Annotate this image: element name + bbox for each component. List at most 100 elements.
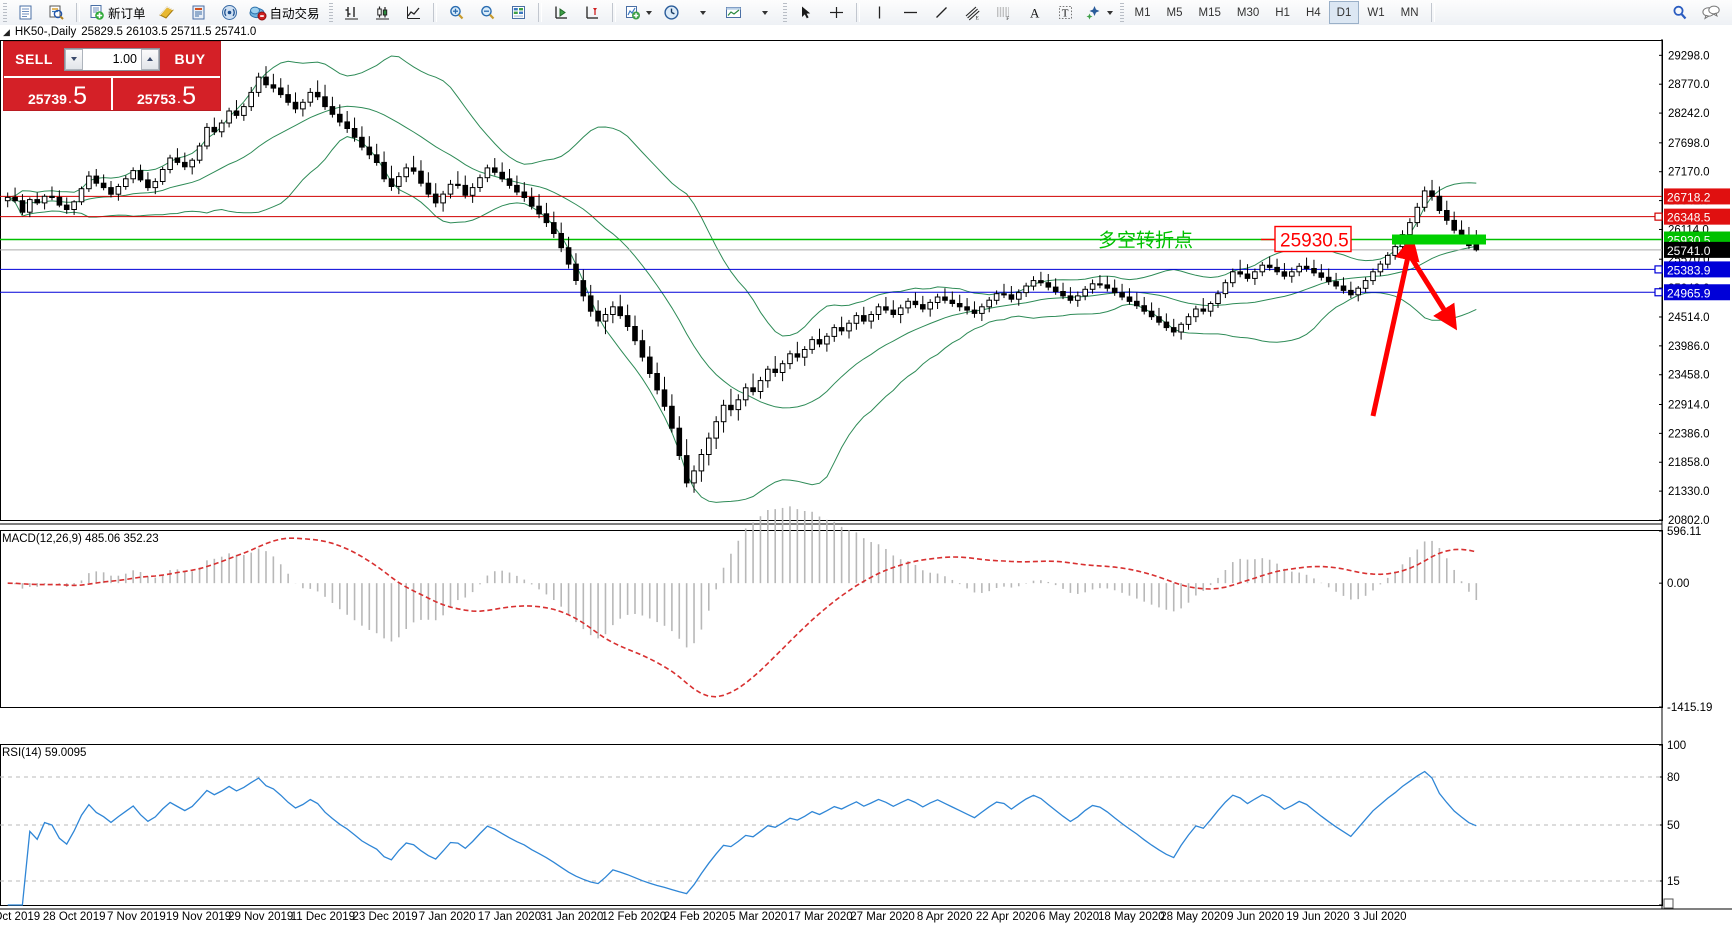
candlestick-chart-icon[interactable] xyxy=(367,0,398,25)
downtrend-arrow[interactable] xyxy=(1406,252,1458,331)
period-dropdown-caret[interactable] xyxy=(687,0,718,25)
timeframe-m15[interactable]: M15 xyxy=(1198,6,1221,19)
signals-icon[interactable] xyxy=(214,0,245,25)
price-tick-label: 22386.0 xyxy=(1668,428,1710,440)
candle-body xyxy=(964,306,970,311)
chevron-down-icon[interactable] xyxy=(645,10,652,15)
candle-body xyxy=(300,101,306,110)
chart-canvas[interactable]: 29298.028770.028242.027698.027170.026642… xyxy=(0,39,1732,947)
templates-icon[interactable] xyxy=(718,0,749,25)
expert-advisor-icon[interactable] xyxy=(183,0,214,25)
candle-body xyxy=(816,339,823,345)
line-chart-icon[interactable] xyxy=(398,0,429,25)
price-axis-tag-support[interactable] xyxy=(1664,284,1730,301)
candle-body xyxy=(455,183,461,187)
rsi-indicator-label: RSI(14) 59.0095 xyxy=(2,747,86,759)
candle-body xyxy=(1429,190,1435,197)
toolbar-grip-4[interactable] xyxy=(1119,3,1124,22)
shapes-icon[interactable] xyxy=(1081,0,1117,25)
price-line-handle[interactable] xyxy=(1654,212,1663,221)
equidistant-channel-icon[interactable]: E xyxy=(957,0,988,25)
vertical-line-icon[interactable] xyxy=(864,0,895,25)
timeframe-m30[interactable]: M30 xyxy=(1236,6,1260,19)
timeframe-h4[interactable]: H4 xyxy=(1305,6,1321,19)
timeframe-d1[interactable]: D1 xyxy=(1328,1,1360,24)
timeframe-m1[interactable]: M1 xyxy=(1134,6,1151,19)
chevron-down-icon-2[interactable] xyxy=(700,10,707,15)
auto-scroll-icon[interactable] xyxy=(546,0,577,25)
candle-body xyxy=(617,306,624,317)
volume-increase-button[interactable] xyxy=(141,48,159,70)
sell-price-separator: . xyxy=(67,90,73,107)
price-axis-tag-bid[interactable] xyxy=(1664,241,1730,258)
chevron-down-icon-3[interactable] xyxy=(762,10,769,15)
price-line-handle[interactable] xyxy=(1654,288,1663,297)
date-tick-label: 6 May 2020 xyxy=(1039,911,1099,923)
horizontal-line-icon[interactable] xyxy=(895,0,926,25)
chart-shift-handle[interactable] xyxy=(1663,898,1674,909)
data-window-icon[interactable] xyxy=(503,0,534,25)
buy-button[interactable]: BUY xyxy=(174,51,206,67)
pivot-zone-highlight[interactable] xyxy=(1392,234,1486,245)
price-axis-tag-support[interactable] xyxy=(1664,261,1730,278)
new-order-label: 新订单 xyxy=(108,7,146,21)
toolbar-grip[interactable] xyxy=(3,3,7,22)
toolbar-grip-2[interactable] xyxy=(328,3,333,22)
timeframe-m5[interactable]: M5 xyxy=(1166,6,1183,19)
candle-body xyxy=(1193,308,1199,318)
price-axis-tag-resistance[interactable] xyxy=(1664,188,1730,205)
candle-body xyxy=(720,404,727,423)
price-axis-tag-resistance[interactable] xyxy=(1664,208,1730,225)
timeframe-h1[interactable]: H1 xyxy=(1275,6,1290,19)
chevron-down-icon-4[interactable] xyxy=(1106,10,1113,15)
sell-price[interactable]: 25739 . 5 xyxy=(4,78,113,110)
cursor-icon[interactable] xyxy=(790,0,821,25)
new-order-button[interactable]: 新订单 xyxy=(84,0,152,25)
auto-trading-button[interactable]: 自动交易 xyxy=(245,0,326,25)
templates-dropdown-caret[interactable] xyxy=(749,0,780,25)
metaeditor-icon[interactable] xyxy=(152,0,183,25)
indicators-icon[interactable] xyxy=(620,0,656,25)
trendline-icon[interactable] xyxy=(926,0,957,25)
zoom-in-icon[interactable] xyxy=(441,0,472,25)
timeframe-mn[interactable]: MN xyxy=(1400,6,1419,19)
text-icon[interactable]: A xyxy=(1019,0,1050,25)
candle-body xyxy=(1060,291,1066,297)
document-icon[interactable] xyxy=(10,0,41,25)
search-icon[interactable] xyxy=(1664,0,1695,25)
candle-body xyxy=(447,183,454,195)
zoom-out-icon[interactable] xyxy=(472,0,503,25)
candle-body xyxy=(174,157,181,163)
uptrend-arrow[interactable] xyxy=(1370,235,1420,417)
buy-price[interactable]: 25753 . 5 xyxy=(113,78,220,110)
market-watch-icon[interactable] xyxy=(41,0,72,25)
chat-icon[interactable] xyxy=(1695,0,1726,25)
volume-decrease-button[interactable] xyxy=(65,48,83,70)
pivot-price-box[interactable] xyxy=(1274,225,1352,253)
chart-area[interactable]: 29298.028770.028242.027698.027170.026642… xyxy=(0,39,1732,947)
toolbar-separator-6 xyxy=(855,3,860,22)
timeframe-w1[interactable]: W1 xyxy=(1367,6,1385,19)
candle-body xyxy=(1392,246,1398,256)
chart-shift-icon[interactable] xyxy=(577,0,608,25)
price-line-handle[interactable] xyxy=(1654,265,1663,274)
bar-chart-icon[interactable] xyxy=(336,0,367,25)
date-tick-label: 11 Dec 2019 xyxy=(291,911,355,923)
period-clock-icon[interactable] xyxy=(656,0,687,25)
candle-body xyxy=(927,301,934,310)
sell-button[interactable]: SELL xyxy=(15,51,53,67)
text-label-icon[interactable]: T xyxy=(1050,0,1081,25)
fibonacci-icon[interactable]: F xyxy=(988,0,1019,25)
candle-body xyxy=(986,299,993,308)
crosshair-icon[interactable] xyxy=(821,0,852,25)
toolbar-separator xyxy=(76,3,80,22)
candle-body xyxy=(521,191,528,198)
candle-body xyxy=(388,178,395,188)
candle-body xyxy=(1222,282,1229,295)
volume-value[interactable]: 1.00 xyxy=(83,48,141,70)
volume-stepper[interactable]: 1.00 xyxy=(64,47,160,71)
date-tick-label: 17 Mar 2020 xyxy=(788,911,853,923)
candle-body xyxy=(108,187,114,195)
one-click-trading-panel[interactable]: SELL 1.00 BUY 25739 . 5 25753 . 5 xyxy=(3,41,221,111)
toolbar-grip-3[interactable] xyxy=(782,3,787,22)
